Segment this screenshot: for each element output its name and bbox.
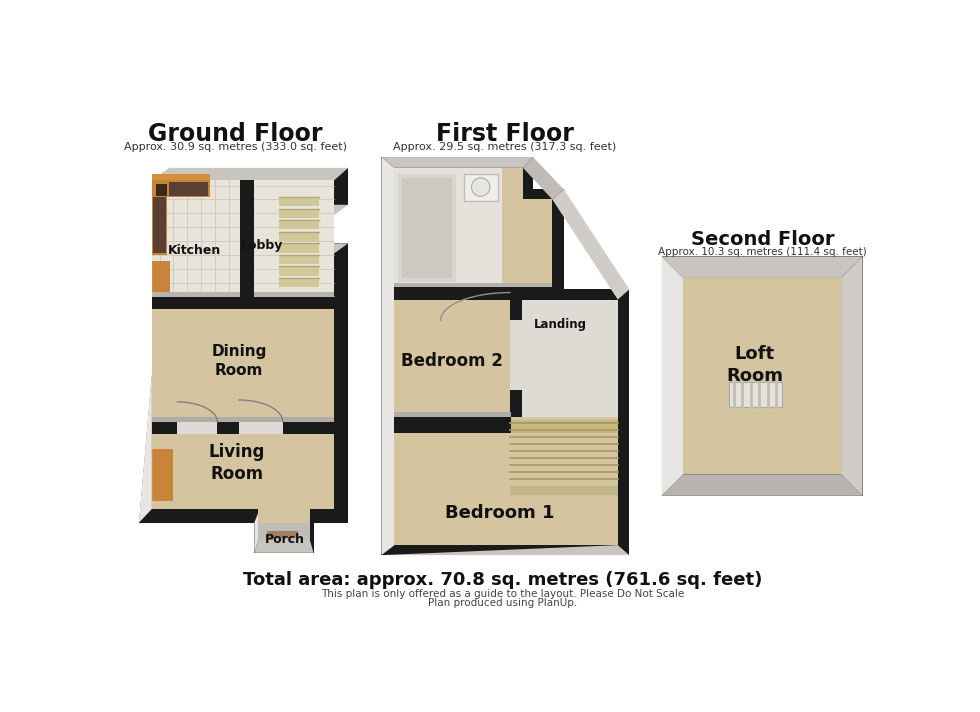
Polygon shape — [156, 184, 168, 196]
Text: Bedroom 2: Bedroom 2 — [401, 352, 503, 370]
Text: Approx. 30.9 sq. metres (333.0 sq. feet): Approx. 30.9 sq. metres (333.0 sq. feet) — [123, 142, 347, 152]
Text: Landing: Landing — [533, 318, 586, 330]
Polygon shape — [510, 320, 522, 389]
Polygon shape — [152, 180, 210, 197]
Polygon shape — [177, 422, 218, 434]
Polygon shape — [662, 256, 862, 496]
Polygon shape — [395, 168, 503, 287]
Polygon shape — [268, 530, 298, 538]
Text: Porch: Porch — [266, 533, 305, 546]
Polygon shape — [239, 422, 283, 434]
Polygon shape — [402, 178, 452, 278]
Polygon shape — [279, 197, 319, 206]
Polygon shape — [279, 278, 319, 287]
Polygon shape — [510, 433, 617, 486]
Text: Living
Room: Living Room — [209, 443, 265, 483]
Polygon shape — [255, 513, 258, 553]
Polygon shape — [240, 180, 255, 297]
Polygon shape — [662, 474, 862, 496]
Text: This plan is only offered as a guide to the layout. Please Do Not Scale: This plan is only offered as a guide to … — [320, 589, 684, 599]
Polygon shape — [395, 417, 512, 429]
Polygon shape — [395, 168, 617, 545]
Polygon shape — [279, 231, 319, 241]
Polygon shape — [139, 168, 348, 553]
Polygon shape — [152, 417, 334, 422]
Polygon shape — [152, 449, 154, 501]
Polygon shape — [662, 256, 683, 496]
Polygon shape — [395, 283, 553, 287]
Polygon shape — [152, 180, 168, 255]
Polygon shape — [152, 422, 334, 434]
Polygon shape — [381, 157, 395, 555]
Polygon shape — [729, 382, 782, 407]
Polygon shape — [395, 433, 617, 545]
Polygon shape — [279, 220, 319, 229]
Polygon shape — [510, 420, 617, 486]
Text: Ground Floor: Ground Floor — [148, 122, 322, 146]
Text: Dining
Room: Dining Room — [212, 345, 267, 378]
Polygon shape — [395, 287, 553, 300]
Polygon shape — [169, 182, 208, 196]
Text: Approx. 10.3 sq. metres (111.4 sq. feet): Approx. 10.3 sq. metres (111.4 sq. feet) — [659, 247, 867, 257]
Polygon shape — [395, 433, 617, 545]
Polygon shape — [279, 266, 319, 276]
Polygon shape — [152, 261, 154, 292]
Text: Plan produced using PlanUp.: Plan produced using PlanUp. — [427, 598, 577, 608]
Polygon shape — [258, 523, 310, 540]
Text: Approx. 29.5 sq. metres (317.3 sq. feet): Approx. 29.5 sq. metres (317.3 sq. feet) — [393, 142, 616, 152]
Text: Lobby: Lobby — [241, 239, 283, 252]
Text: Loft
Room: Loft Room — [726, 345, 783, 385]
Text: Bedroom 1: Bedroom 1 — [445, 504, 555, 522]
Polygon shape — [464, 174, 498, 201]
Polygon shape — [381, 545, 629, 555]
Polygon shape — [279, 209, 319, 218]
Text: Second Floor: Second Floor — [691, 230, 834, 249]
Polygon shape — [662, 256, 862, 278]
Polygon shape — [381, 157, 533, 168]
Polygon shape — [395, 420, 512, 433]
Polygon shape — [395, 300, 512, 417]
Text: Total area: approx. 70.8 sq. metres (761.6 sq. feet): Total area: approx. 70.8 sq. metres (761… — [243, 571, 761, 589]
Polygon shape — [152, 168, 348, 180]
Polygon shape — [255, 540, 314, 553]
Polygon shape — [319, 244, 348, 253]
Polygon shape — [553, 189, 629, 300]
Polygon shape — [154, 197, 166, 253]
Polygon shape — [152, 180, 334, 540]
Circle shape — [471, 178, 490, 197]
Polygon shape — [279, 244, 319, 253]
Polygon shape — [319, 205, 334, 253]
Polygon shape — [152, 174, 210, 180]
Polygon shape — [841, 256, 862, 496]
Polygon shape — [510, 300, 522, 417]
Polygon shape — [152, 261, 170, 292]
Polygon shape — [279, 255, 319, 264]
Polygon shape — [319, 205, 348, 215]
Polygon shape — [152, 292, 334, 297]
Text: Kitchen: Kitchen — [168, 244, 220, 258]
Text: First Floor: First Floor — [436, 122, 573, 146]
Polygon shape — [510, 300, 617, 417]
Polygon shape — [139, 168, 170, 523]
Bar — [152, 180, 240, 297]
Polygon shape — [395, 412, 512, 417]
Polygon shape — [152, 297, 334, 309]
Polygon shape — [398, 174, 456, 282]
Polygon shape — [683, 278, 841, 474]
Polygon shape — [381, 157, 629, 555]
Bar — [255, 180, 334, 297]
Polygon shape — [510, 486, 617, 495]
Polygon shape — [523, 157, 564, 199]
Polygon shape — [152, 449, 172, 501]
